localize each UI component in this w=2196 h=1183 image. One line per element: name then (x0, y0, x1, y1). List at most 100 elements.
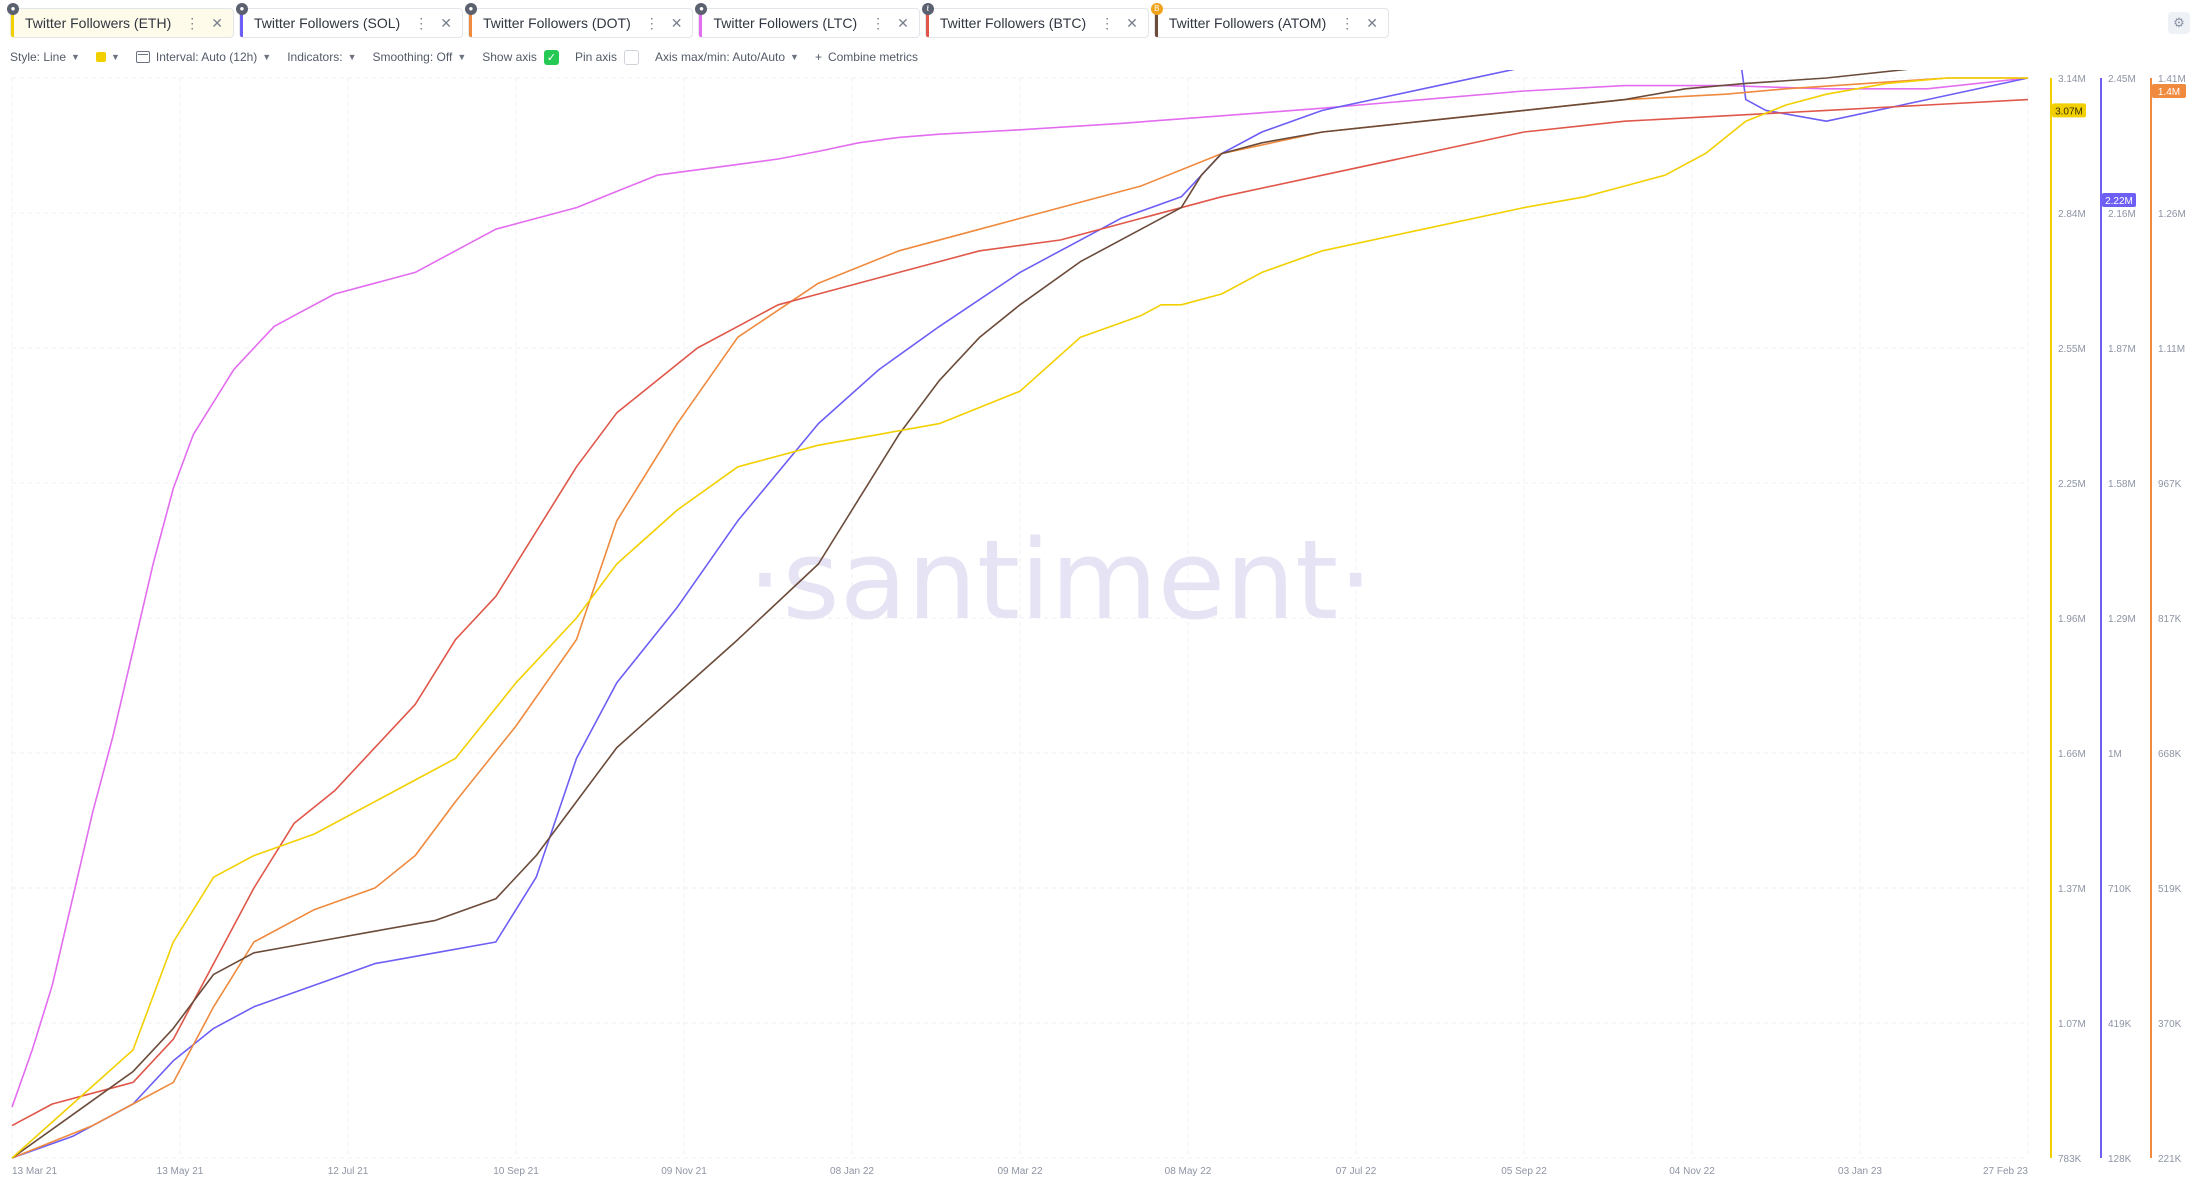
y-tick-label: 128K (2108, 1154, 2132, 1165)
y-tick-label: 783K (2058, 1154, 2082, 1165)
tab-sol[interactable]: ● Twitter Followers (SOL) ⋮ ✕ (235, 3, 463, 38)
tab-label: Twitter Followers (BTC) (939, 15, 1087, 31)
chevron-down-icon: ▼ (262, 52, 272, 62)
y-tick-label: 1.37M (2058, 884, 2086, 895)
x-tick-label: 10 Sep 21 (493, 1166, 539, 1177)
tab-dot[interactable]: ● Twitter Followers (DOT) ⋮ ✕ (464, 3, 694, 38)
chevron-down-icon: ▼ (71, 52, 80, 62)
style-dropdown[interactable]: Style: Line ▼ (10, 50, 80, 64)
x-tick-label: 13 Mar 21 (12, 1166, 57, 1177)
tab-label: Twitter Followers (ETH) (25, 15, 172, 31)
y-tick-label: 3.14M (2058, 74, 2086, 85)
more-options-icon[interactable]: ⋮ (1340, 14, 1355, 31)
last-value-badge (2152, 83, 2186, 98)
last-value-badge (2052, 103, 2086, 118)
indicators-dropdown[interactable]: Indicators: ▼ (287, 50, 356, 64)
series-line (11, 70, 1909, 1159)
color-picker[interactable]: ▼ (95, 52, 120, 62)
calendar-icon (135, 51, 150, 63)
chevron-down-icon: ▼ (790, 52, 799, 62)
tab-ltc[interactable]: ● Twitter Followers (LTC) ⋮ ✕ (695, 3, 920, 38)
series-line (11, 98, 2029, 1127)
smoothing-dropdown[interactable]: Smoothing: Off ▼ (372, 50, 466, 64)
more-options-icon[interactable]: ⋮ (185, 14, 200, 31)
y-tick-label: 710K (2108, 884, 2132, 895)
close-icon[interactable]: ✕ (1366, 14, 1378, 31)
combine-metrics-button[interactable]: + Combine metrics (815, 50, 918, 64)
lock-icon: ● (235, 3, 248, 15)
lock-icon: ● (7, 3, 19, 15)
close-icon[interactable]: ✕ (897, 14, 909, 31)
x-tick-label: 03 Jan 23 (1838, 1166, 1882, 1177)
interval-label: Interval: Auto (12h) (155, 50, 258, 64)
y-tick-label: 668K (2158, 749, 2182, 760)
tab-color-bar (11, 9, 14, 37)
indicators-label: Indicators: (287, 50, 343, 64)
close-icon[interactable]: ✕ (440, 14, 452, 31)
checkbox-unchecked-icon[interactable] (623, 49, 639, 65)
more-options-icon[interactable]: ⋮ (1100, 14, 1115, 31)
last-value-label: 1.4M (2158, 87, 2180, 98)
tab-label: Twitter Followers (DOT) (482, 15, 631, 31)
style-label: Style: Line (10, 50, 67, 64)
x-tick-label: 08 May 22 (1165, 1166, 1212, 1177)
y-tick-label: 221K (2158, 1154, 2182, 1165)
axis-minmax-dropdown[interactable]: Axis max/min: Auto/Auto ▼ (655, 50, 799, 64)
btc-coin-icon: B (1150, 3, 1163, 15)
y-tick-label: 519K (2158, 884, 2182, 895)
series-line (11, 77, 2028, 1159)
show-axis-label: Show axis (482, 50, 537, 64)
y-tick-label: 1M (2108, 749, 2122, 760)
tab-atom[interactable]: B Twitter Followers (ATOM) ⋮ ✕ (1150, 3, 1389, 38)
checkbox-checked-icon[interactable]: ✓ (543, 49, 559, 65)
more-options-icon[interactable]: ⋮ (644, 14, 659, 31)
y-tick-label: 2.45M (2108, 74, 2136, 85)
series-line (11, 70, 2029, 1159)
axis-minmax-label: Axis max/min: Auto/Auto (654, 50, 786, 64)
x-tick-label: 04 Nov 22 (1669, 1166, 1715, 1177)
y-tick-label: 1.58M (2108, 479, 2136, 490)
more-options-icon[interactable]: ⋮ (871, 14, 886, 31)
tab-color-bar (1154, 9, 1158, 37)
x-tick-label: 12 Jul 21 (328, 1166, 369, 1177)
close-icon[interactable]: ✕ (211, 14, 223, 31)
y-tick-label: 419K (2108, 1019, 2132, 1030)
pin-axis-toggle[interactable]: Pin axis (574, 49, 639, 65)
watermark: ·santiment· (747, 516, 1373, 644)
chart-canvas[interactable]: ·santiment· 13 Mar 21 13 May 21 12 Jul 21 10… (0, 70, 2196, 1183)
x-tick-label: 09 Nov 21 (661, 1166, 707, 1177)
y-tick-label: 1.26M (2158, 209, 2186, 220)
smoothing-label: Smoothing: Off (372, 50, 453, 64)
series-line (11, 77, 2029, 1108)
y-tick-label: 1.96M (2058, 614, 2086, 625)
close-icon[interactable]: ✕ (670, 14, 683, 31)
y-tick-label: 2.25M (2058, 479, 2086, 490)
y-tick-label: 1.29M (2108, 614, 2136, 625)
x-tick-label: 08 Jan 22 (830, 1166, 874, 1177)
tab-btc[interactable]: ℓ Twitter Followers (BTC) ⋮ ✕ (921, 3, 1149, 38)
tab-eth[interactable]: ● Twitter Followers (ETH) ⋮ ✕ (7, 3, 234, 38)
series-line (11, 77, 2028, 1159)
pin-axis-label: Pin axis (574, 50, 617, 64)
y-tick-label: 1.11M (2158, 344, 2185, 355)
y-tick-label: 967K (2158, 479, 2182, 490)
settings-icon[interactable]: ⚙ (2168, 12, 2190, 34)
chart-toolbar: Style: Line ▼ ▼ Interval: Auto (12h) ▼ Ind… (10, 48, 934, 66)
x-tick-label: 07 Jul 22 (1336, 1166, 1377, 1177)
y-tick-label: 2.55M (2058, 344, 2086, 355)
interval-dropdown[interactable]: Interval: Auto (12h) ▼ (135, 50, 272, 64)
more-options-icon[interactable]: ⋮ (414, 14, 429, 31)
last-value-label: 3.07M (2055, 106, 2083, 117)
y-tick-label: 1.87M (2108, 344, 2136, 355)
last-value-badge (2102, 193, 2136, 208)
close-icon[interactable]: ✕ (1126, 14, 1138, 31)
ltc-coin-icon: ℓ (921, 3, 934, 15)
tab-label: Twitter Followers (LTC) (713, 15, 858, 31)
lock-icon: ● (695, 3, 708, 15)
y-tick-label: 1.41M (2158, 74, 2186, 85)
x-tick-label: 09 Mar 22 (997, 1166, 1042, 1177)
show-axis-toggle[interactable]: Show axis ✓ (482, 49, 559, 65)
tab-label: Twitter Followers (SOL) (253, 15, 401, 31)
y-tick-label: 2.84M (2058, 209, 2086, 220)
tab-color-bar (699, 9, 703, 37)
